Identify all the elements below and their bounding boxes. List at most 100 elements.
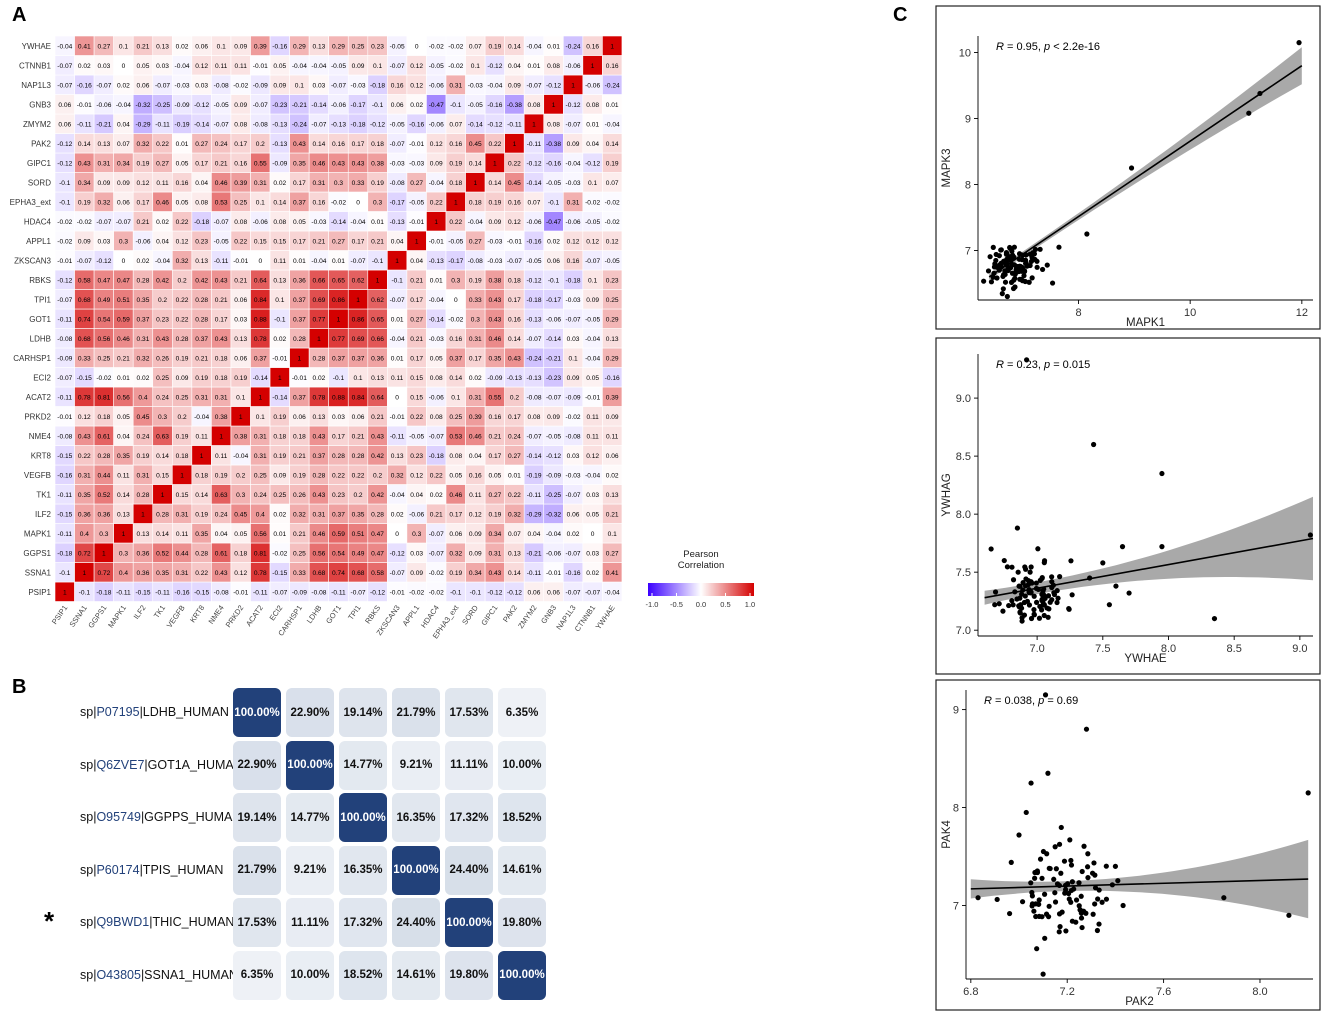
identity-cell: 6.35% bbox=[233, 950, 281, 1000]
heatmap-cell-value: -0.24 bbox=[566, 43, 581, 50]
heatmap-cell-value: 0.01 bbox=[273, 531, 286, 538]
accession-link[interactable]: Q6ZVE7 bbox=[96, 757, 145, 772]
heatmap-cell-value: 0.52 bbox=[156, 550, 169, 557]
data-point bbox=[1006, 910, 1013, 917]
heatmap-cell-value: -0.04 bbox=[585, 472, 600, 479]
x-tick-label: 7.6 bbox=[1156, 986, 1171, 998]
heatmap-cell-value: 0 bbox=[122, 258, 126, 265]
heatmap-cell-value: 0.31 bbox=[176, 511, 189, 518]
heatmap-cell-value: -0.02 bbox=[331, 199, 346, 206]
data-point bbox=[1004, 564, 1011, 570]
heatmap-cell-value: 0.39 bbox=[469, 414, 482, 421]
data-point bbox=[1078, 915, 1085, 921]
heatmap-cell-value: -0.05 bbox=[585, 219, 600, 226]
heatmap-cell-value: 0.09 bbox=[567, 141, 580, 148]
legend-tick-label: -1.0 bbox=[646, 600, 659, 609]
heatmap-cell-value: -0.05 bbox=[390, 121, 405, 128]
heatmap-cell-value: 0.35 bbox=[137, 297, 150, 304]
heatmap-cell-value: -0.18 bbox=[429, 453, 444, 460]
heatmap-cell-value: 0.22 bbox=[508, 492, 521, 499]
heatmap-cell-value: 0.29 bbox=[332, 43, 345, 50]
data-point bbox=[1068, 862, 1075, 868]
heatmap-cell-value: 0.1 bbox=[588, 277, 597, 284]
heatmap-cell-value: -0.08 bbox=[214, 589, 229, 596]
label-prefix: sp| bbox=[80, 967, 97, 982]
heatmap-row-label: PSIP1 bbox=[28, 588, 51, 597]
heatmap-cell-value: 0.35 bbox=[117, 453, 130, 460]
heatmap-cell-value: 0.17 bbox=[469, 355, 482, 362]
heatmap-cell-value: 0.3 bbox=[119, 238, 128, 245]
heatmap-row-label: ILF2 bbox=[35, 510, 52, 519]
heatmap-cell-value: -0.03 bbox=[390, 160, 405, 167]
heatmap-cell-value: 0.31 bbox=[137, 336, 150, 343]
data-point bbox=[1112, 863, 1119, 869]
heatmap-cell-value: 1 bbox=[161, 492, 165, 499]
heatmap-cell-value: 0.06 bbox=[293, 414, 306, 421]
x-tick-label: 7.5 bbox=[1095, 643, 1110, 655]
heatmap-cell-value: 0.17 bbox=[449, 511, 462, 518]
data-point bbox=[1017, 595, 1023, 601]
heatmap-cell-value: 0.47 bbox=[117, 277, 130, 284]
data-point bbox=[1037, 246, 1043, 252]
heatmap-cell-value: 0.28 bbox=[195, 550, 208, 557]
data-point bbox=[1042, 935, 1048, 941]
heatmap-cell-value: -0.07 bbox=[429, 433, 444, 440]
identity-cell: 11.11% bbox=[445, 740, 493, 790]
data-point bbox=[1035, 546, 1041, 552]
heatmap-row-label: TPI1 bbox=[34, 295, 51, 304]
heatmap-cell-value: 0.27 bbox=[508, 453, 521, 460]
accession-link[interactable]: P07195 bbox=[96, 705, 140, 719]
heatmap-cell-value: 0.31 bbox=[176, 570, 189, 577]
accession-link[interactable]: P60174 bbox=[96, 862, 140, 877]
heatmap-cell-value: 0.3 bbox=[334, 180, 343, 187]
data-point bbox=[1053, 866, 1059, 872]
heatmap-cell-value: 0.27 bbox=[469, 238, 482, 245]
heatmap-cell-value: -0.01 bbox=[390, 414, 405, 421]
legend-colorbar bbox=[648, 583, 754, 596]
heatmap-cell-value: -0.47 bbox=[546, 219, 561, 226]
accession-link[interactable]: O43805 bbox=[96, 967, 141, 982]
heatmap-cell-value: 0.23 bbox=[156, 316, 169, 323]
heatmap-cell-value: 0.43 bbox=[488, 297, 501, 304]
heatmap-cell-value: 0.17 bbox=[488, 453, 501, 460]
accession-link[interactable]: O95749 bbox=[96, 810, 141, 824]
heatmap-cell-value: 0.25 bbox=[449, 414, 462, 421]
heatmap-cell-value: 0.17 bbox=[352, 238, 365, 245]
heatmap-cell-value: -0.14 bbox=[194, 121, 209, 128]
heatmap-cell-value: 0.52 bbox=[97, 492, 110, 499]
data-point bbox=[1004, 293, 1010, 300]
heatmap-cell-value: 0.59 bbox=[117, 316, 130, 323]
heatmap-cell-value: 0.08 bbox=[430, 414, 443, 421]
heatmap-cell-value: -0.03 bbox=[487, 238, 502, 245]
heatmap-cell-value: 0.17 bbox=[410, 355, 423, 362]
heatmap-cell-value: -0.07 bbox=[96, 82, 111, 89]
heatmap-cell-value: 0.13 bbox=[508, 550, 521, 557]
heatmap-cell-value: 0.02 bbox=[430, 492, 443, 499]
heatmap-cell-value: 0.21 bbox=[410, 336, 423, 343]
heatmap-cell-value: 0.08 bbox=[430, 375, 443, 382]
heatmap-cell-value: 0.43 bbox=[488, 316, 501, 323]
heatmap-cell-value: 0.14 bbox=[488, 180, 501, 187]
data-point bbox=[1023, 576, 1029, 582]
heatmap-cell-value: -0.19 bbox=[175, 121, 190, 128]
data-point bbox=[987, 254, 993, 260]
heatmap-cell-value: 0.11 bbox=[586, 433, 599, 440]
y-tick-label: 10 bbox=[959, 48, 971, 60]
data-point bbox=[1094, 927, 1101, 934]
heatmap-cell-value: 0.03 bbox=[156, 63, 169, 70]
heatmap-cell-value: 0.35 bbox=[488, 355, 501, 362]
data-point bbox=[1021, 268, 1028, 275]
accession-link[interactable]: Q9BWD1 bbox=[96, 915, 150, 929]
heatmap-cell-value: -0.01 bbox=[57, 414, 72, 421]
heatmap-cell-value: 0.88 bbox=[332, 394, 345, 401]
heatmap-cell-value: 0.18 bbox=[508, 277, 521, 284]
data-point bbox=[1095, 896, 1101, 902]
heatmap-cell-value: 0.14 bbox=[78, 141, 91, 148]
data-point bbox=[1039, 575, 1045, 582]
heatmap-cell-value: 0.43 bbox=[78, 433, 91, 440]
heatmap-cell-value: 0.21 bbox=[371, 238, 384, 245]
heatmap-cell-value: 1 bbox=[82, 570, 86, 577]
data-point bbox=[1034, 946, 1040, 952]
heatmap-cell-value: 0.09 bbox=[469, 531, 482, 538]
heatmap-cell-value: 0.12 bbox=[410, 63, 423, 70]
